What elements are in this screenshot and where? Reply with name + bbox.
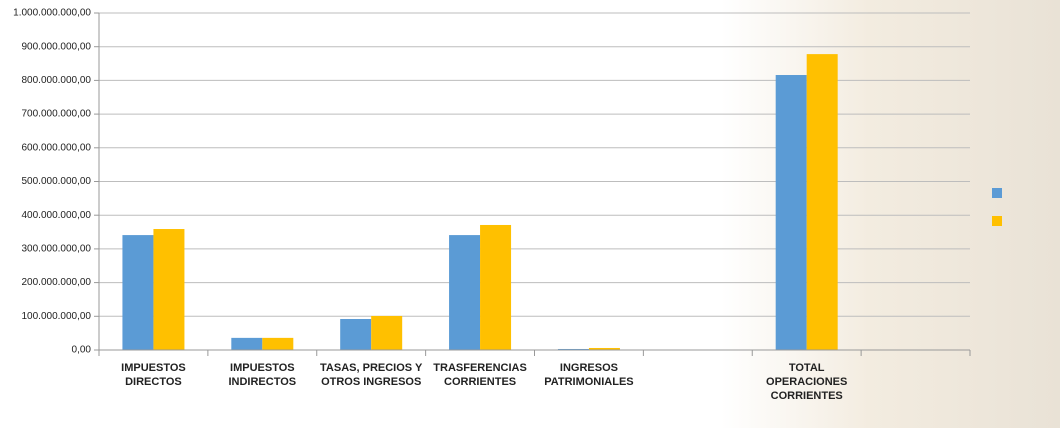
x-tick-label: TOTAL OPERACIONES CORRIENTES	[754, 361, 860, 403]
y-tick-label: 1.000.000.000,00	[13, 8, 91, 19]
bar	[480, 225, 511, 350]
x-tick-label: IMPUESTOS DIRECTOS	[100, 361, 206, 389]
y-tick-label: 400.000.000,00	[21, 210, 91, 221]
bar	[776, 75, 807, 350]
y-tick-label: 600.000.000,00	[21, 142, 91, 153]
x-tick-label: IMPUESTOS INDIRECTOS	[209, 361, 315, 389]
bar	[262, 338, 293, 350]
bar	[231, 338, 262, 350]
bar	[153, 229, 184, 350]
y-tick-label: 200.000.000,00	[21, 277, 91, 288]
legend-swatch	[992, 188, 1002, 198]
bar	[340, 319, 371, 350]
x-tick-label: TASAS, PRECIOS Y OTROS INGRESOS	[318, 361, 424, 389]
bar	[807, 54, 838, 350]
y-tick-label: 100.000.000,00	[21, 311, 91, 322]
bar	[449, 235, 480, 350]
y-tick-label: 800.000.000,00	[21, 75, 91, 86]
y-tick-label: 300.000.000,00	[21, 244, 91, 255]
x-tick-label: TRASFERENCIAS CORRIENTES	[427, 361, 533, 389]
bar	[371, 316, 402, 350]
y-tick-label: 500.000.000,00	[21, 176, 91, 187]
bar	[122, 235, 153, 350]
y-tick-label: 900.000.000,00	[21, 41, 91, 52]
y-tick-label: 700.000.000,00	[21, 109, 91, 120]
x-tick-label: INGRESOS PATRIMONIALES	[536, 361, 642, 389]
legend-swatch	[992, 216, 1002, 226]
y-tick-label: 0,00	[72, 345, 92, 356]
page: 0,00 100.000.000,00 200.000.000,00 300.000.…	[0, 0, 1060, 428]
